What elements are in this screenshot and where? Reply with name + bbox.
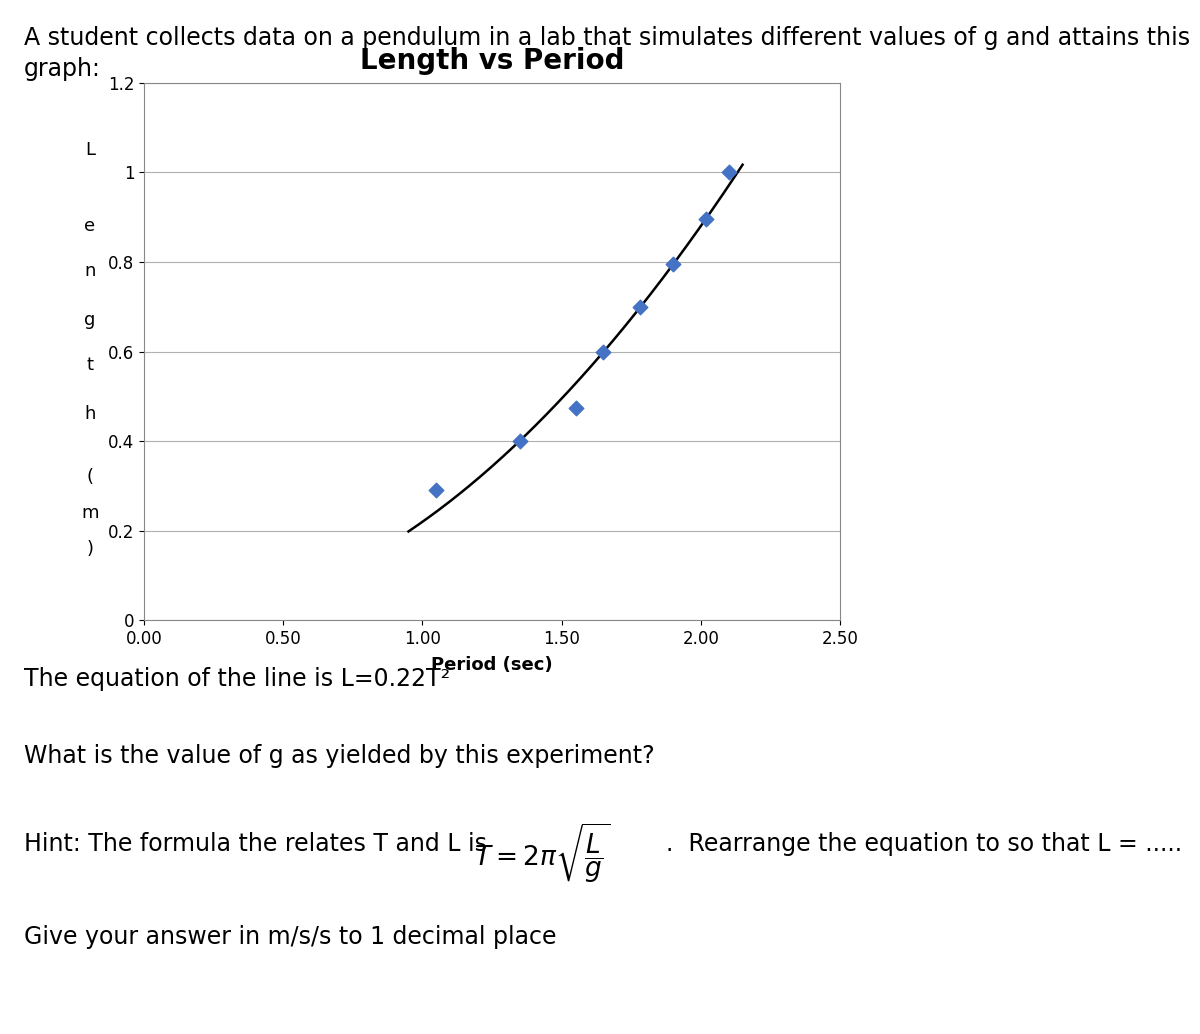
Point (510, 433, 529, 450)
Point (427, 482, 446, 498)
Text: ): ) (86, 540, 94, 557)
Point (719, 164, 738, 181)
Text: (: ( (86, 468, 94, 486)
Text: .  Rearrange the equation to so that L = .....: . Rearrange the equation to so that L = … (666, 832, 1182, 856)
X-axis label: Period (sec): Period (sec) (431, 657, 553, 674)
Text: Hint: The formula the relates T and L is: Hint: The formula the relates T and L is (24, 832, 494, 856)
Text: What is the value of g as yielded by this experiment?: What is the value of g as yielded by thi… (24, 744, 655, 768)
Text: $T = 2\pi\sqrt{\dfrac{L}{g}}$: $T = 2\pi\sqrt{\dfrac{L}{g}}$ (474, 822, 610, 886)
Text: The equation of the line is L=0.22T²: The equation of the line is L=0.22T² (24, 667, 450, 691)
Text: e: e (84, 217, 96, 235)
Title: Length vs Period: Length vs Period (360, 47, 624, 74)
Point (630, 299, 649, 315)
Text: Give your answer in m/s/s to 1 decimal place: Give your answer in m/s/s to 1 decimal p… (24, 925, 557, 949)
Text: A student collects data on a pendulum in a lab that simulates different values o: A student collects data on a pendulum in… (24, 26, 1190, 50)
Text: graph:: graph: (24, 57, 101, 81)
Point (664, 255, 683, 272)
Point (566, 399, 586, 416)
Text: g: g (84, 311, 96, 329)
Text: L: L (85, 141, 95, 159)
Text: m: m (82, 504, 98, 522)
Text: n: n (84, 262, 96, 280)
Text: t: t (86, 356, 94, 374)
Point (697, 211, 716, 227)
Text: h: h (84, 405, 96, 423)
Point (594, 343, 613, 360)
